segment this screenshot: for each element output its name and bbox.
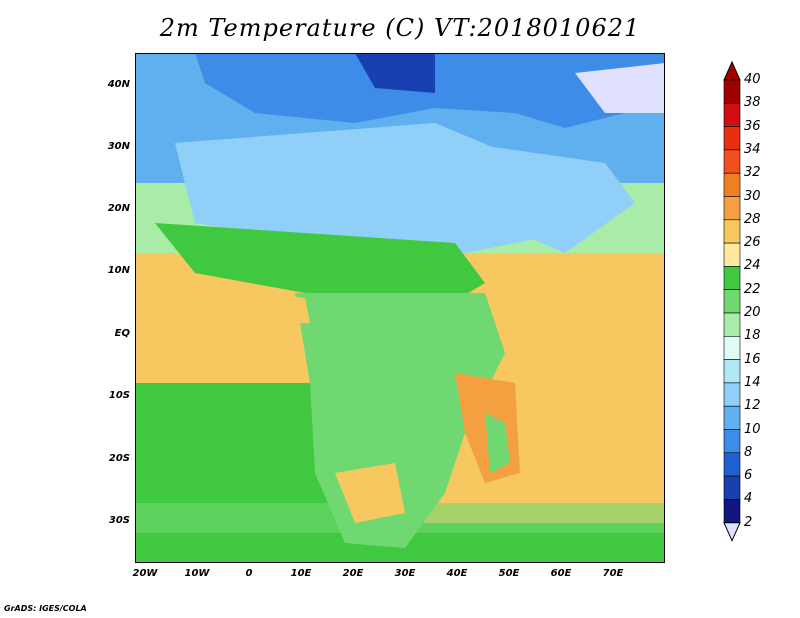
kalahari-warm (335, 463, 405, 523)
colorbar-swatch (723, 382, 741, 407)
colorbar (723, 60, 741, 542)
chart-title: 2m Temperature (C) VT:2018010621 (159, 14, 641, 42)
lon-label-20w: 20W (132, 568, 158, 579)
colorbar-swatch (723, 452, 741, 477)
colorbar-swatch (723, 335, 741, 360)
colorbar-swatch (723, 242, 741, 267)
lat-label-eq: EQ (114, 328, 130, 339)
colorbar-tick-label: 28 (744, 211, 761, 227)
colorbar-swatch (723, 475, 741, 500)
arabia-region (465, 143, 635, 253)
colorbar-swatch (723, 172, 741, 197)
gulf-of-guinea-warm (135, 278, 310, 328)
lon-label-10w: 10W (184, 568, 210, 579)
colorbar-tick-label: 20 (744, 305, 761, 320)
lon-label-60e: 60E (550, 568, 572, 579)
colorbar-tick-label: 22 (744, 281, 761, 297)
colorbar-swatch (723, 359, 741, 384)
colorbar-under-triangle (723, 522, 741, 542)
asia-cold (575, 63, 665, 113)
colorbar-tick-label: 32 (744, 165, 761, 181)
map-svg (135, 53, 665, 563)
colorbar-tick-label: 18 (744, 328, 761, 344)
colorbar-swatch (723, 126, 741, 151)
balkan-cold (355, 53, 435, 93)
colorbar-tick-label: 30 (744, 188, 761, 204)
lon-label-40e: 40E (446, 568, 468, 579)
colorbar-swatch (723, 196, 741, 221)
lon-label-70e: 70E (602, 568, 624, 579)
colorbar-tick-label: 34 (744, 141, 761, 157)
colorbar-tick-label: 38 (744, 95, 761, 111)
lat-label-10n: 10N (107, 265, 130, 276)
lat-label-10s: 10S (108, 390, 130, 401)
colorbar-tick-label: 2 (744, 514, 753, 530)
colorbar-swatch (723, 499, 741, 523)
map-border (135, 53, 665, 563)
temperature-map (135, 53, 665, 563)
colorbar-tick-label: 10 (744, 421, 761, 437)
lon-label-10e: 10E (290, 568, 312, 579)
colorbar-swatch (723, 102, 741, 127)
colorbar-swatch (723, 219, 741, 244)
colorbar-tick-label: 16 (744, 351, 761, 367)
colorbar-swatch (723, 79, 741, 104)
sahara-region (175, 123, 565, 253)
lat-label-20n: 20N (107, 203, 130, 214)
lat-label-40n: 40N (107, 79, 130, 90)
colorbar-tick-label: 4 (744, 491, 753, 507)
colorbar-tick-label: 36 (744, 118, 761, 134)
sahel-region (155, 223, 485, 313)
colorbar-swatch (723, 429, 741, 454)
colorbar-swatch (723, 405, 741, 430)
madagascar (485, 413, 510, 473)
lon-label-0: 0 (245, 568, 253, 579)
colorbar-swatch (723, 312, 741, 337)
colorbar-swatch (723, 266, 741, 290)
colorbar-tick-label: 8 (744, 444, 753, 460)
lat-label-20s: 20S (108, 453, 130, 464)
colorbar-tick-label: 14 (744, 374, 761, 390)
lon-label-20e: 20E (342, 568, 364, 579)
lon-label-50e: 50E (498, 568, 520, 579)
colorbar-tick-label: 12 (744, 398, 761, 414)
colorbar-tick-label: 6 (744, 468, 753, 484)
colorbar-swatch (723, 149, 741, 174)
lat-label-30n: 30N (107, 141, 130, 152)
colorbar-tick-label: 24 (744, 258, 761, 274)
colorbar-tick-label: 26 (744, 235, 761, 251)
credit-text: GrADS: IGES/COLA (4, 604, 87, 613)
colorbar-tick-label: 40 (744, 72, 761, 87)
lat-label-30s: 30S (108, 515, 130, 526)
lon-label-30e: 30E (394, 568, 416, 579)
colorbar-over-triangle (723, 60, 741, 81)
colorbar-swatch (723, 289, 741, 314)
